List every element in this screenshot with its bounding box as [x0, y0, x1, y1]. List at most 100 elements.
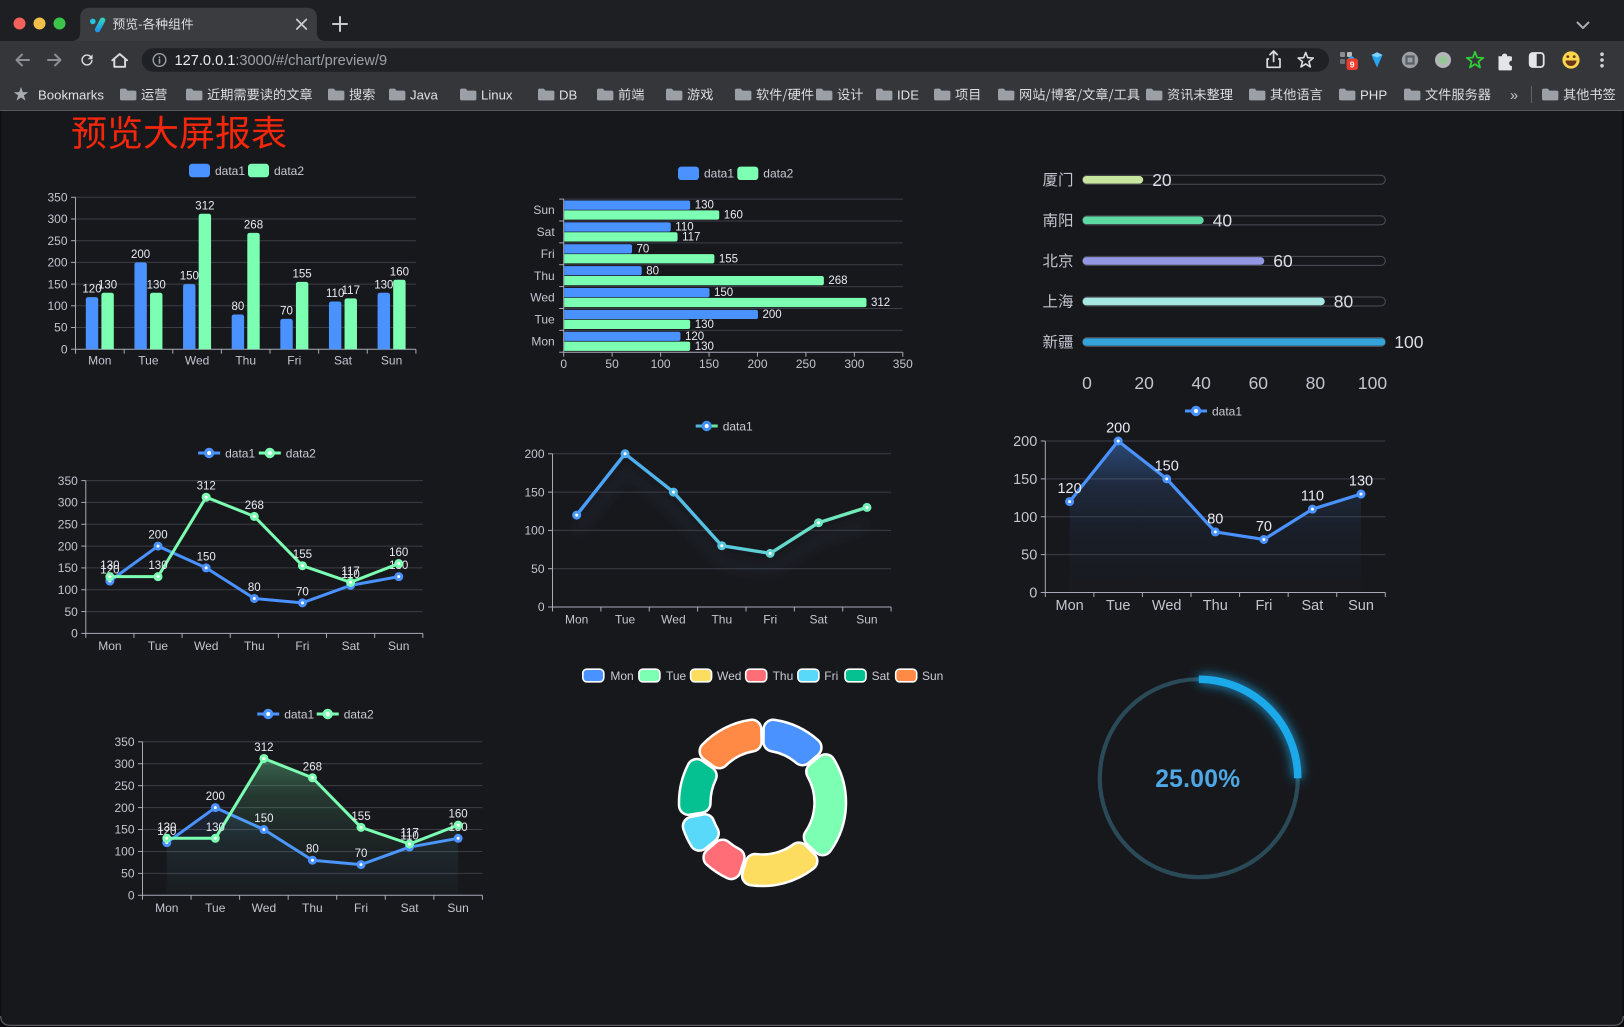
svg-text:0: 0 [560, 357, 567, 371]
svg-text:150: 150 [180, 271, 199, 283]
svg-text:127.0.0.1:3000/#/chart/preview: 127.0.0.1:3000/#/chart/preview/9 [175, 53, 388, 69]
svg-text:117: 117 [400, 828, 418, 840]
svg-text:25.00%: 25.00% [1155, 766, 1240, 793]
svg-text:data1: data1 [284, 707, 314, 721]
svg-text:data1: data1 [225, 446, 255, 460]
svg-text:200: 200 [47, 256, 67, 270]
svg-text:110: 110 [675, 222, 693, 234]
svg-text:Sat: Sat [1302, 598, 1324, 614]
svg-text:130: 130 [695, 319, 714, 331]
svg-text:200: 200 [747, 357, 767, 371]
svg-text:Tue: Tue [205, 901, 226, 915]
svg-text:130: 130 [695, 200, 714, 212]
svg-text:130: 130 [98, 279, 117, 291]
svg-text:120: 120 [685, 331, 704, 343]
svg-text:350: 350 [47, 191, 67, 205]
svg-text:268: 268 [245, 500, 264, 512]
svg-text:110: 110 [400, 831, 418, 843]
svg-text:Wed: Wed [717, 669, 741, 683]
svg-text:250: 250 [114, 779, 134, 793]
svg-text:Sun: Sun [856, 613, 877, 627]
svg-text:80: 80 [232, 301, 245, 313]
svg-text:Tue: Tue [615, 613, 636, 627]
svg-text:200: 200 [148, 530, 167, 542]
svg-text:40: 40 [1213, 211, 1233, 231]
svg-text:120: 120 [100, 565, 119, 577]
svg-text:155: 155 [719, 253, 738, 265]
svg-text:Sun: Sun [447, 901, 468, 915]
svg-text:data2: data2 [344, 707, 374, 721]
svg-text:0: 0 [1082, 373, 1092, 393]
svg-text:Wed: Wed [661, 613, 685, 627]
svg-text:312: 312 [871, 297, 890, 309]
svg-text:50: 50 [1021, 548, 1037, 564]
svg-text:130: 130 [148, 560, 167, 572]
svg-text:Thu: Thu [235, 354, 256, 368]
svg-text:Thu: Thu [1203, 598, 1228, 614]
svg-text:110: 110 [326, 288, 344, 300]
svg-text:120: 120 [82, 284, 101, 296]
svg-text:200: 200 [763, 309, 782, 321]
svg-text:160: 160 [389, 547, 408, 559]
svg-text:150: 150 [58, 561, 78, 575]
svg-text:150: 150 [114, 823, 134, 837]
svg-text:300: 300 [844, 357, 864, 371]
svg-text:Sun: Sun [388, 639, 409, 653]
svg-text:data1: data1 [215, 164, 245, 178]
svg-text:Wed: Wed [1152, 598, 1182, 614]
svg-text:data2: data2 [763, 167, 793, 181]
svg-text:70: 70 [1256, 519, 1272, 535]
svg-text:Wed: Wed [185, 354, 209, 368]
svg-text:Sat: Sat [334, 354, 353, 368]
svg-text:200: 200 [524, 447, 544, 461]
svg-text:80: 80 [646, 265, 659, 277]
svg-text:Tue: Tue [666, 669, 687, 683]
svg-text:155: 155 [293, 268, 312, 280]
svg-text:130: 130 [147, 279, 166, 291]
svg-text:0: 0 [128, 889, 135, 903]
svg-text:100: 100 [1013, 510, 1037, 526]
svg-text:Wed: Wed [252, 901, 276, 915]
svg-text:250: 250 [47, 234, 67, 248]
svg-text:Fri: Fri [541, 247, 555, 261]
svg-text:60: 60 [1273, 251, 1293, 271]
svg-text:0: 0 [538, 600, 545, 614]
svg-text:160: 160 [449, 809, 468, 821]
svg-text:200: 200 [131, 249, 150, 261]
svg-text:350: 350 [58, 474, 78, 488]
svg-text:40: 40 [1191, 373, 1211, 393]
svg-text:155: 155 [293, 549, 312, 561]
svg-text:IDE: IDE [897, 87, 919, 102]
svg-text:»: » [1510, 88, 1518, 104]
svg-text:Bookmarks: Bookmarks [38, 87, 104, 102]
svg-text:Mon: Mon [610, 669, 633, 683]
svg-text:60: 60 [1249, 373, 1269, 393]
svg-text:data1: data1 [1212, 404, 1242, 418]
svg-text:100: 100 [47, 299, 67, 313]
svg-text:Sat: Sat [342, 639, 361, 653]
svg-text:Sat: Sat [401, 901, 420, 915]
svg-text:0: 0 [71, 627, 78, 641]
svg-text:data1: data1 [704, 167, 734, 181]
svg-text:312: 312 [197, 481, 216, 493]
svg-text:Sat: Sat [537, 225, 556, 239]
svg-text:Sun: Sun [533, 203, 554, 217]
svg-text:268: 268 [244, 219, 263, 231]
svg-text:Sun: Sun [381, 354, 402, 368]
svg-text:200: 200 [114, 801, 134, 815]
svg-text:150: 150 [714, 287, 733, 299]
svg-text:Wed: Wed [194, 639, 218, 653]
svg-text:110: 110 [341, 569, 359, 581]
svg-text:110: 110 [1301, 489, 1324, 505]
svg-text:Mon: Mon [1055, 598, 1083, 614]
svg-text:9: 9 [1350, 60, 1355, 70]
svg-text:20: 20 [1134, 373, 1154, 393]
svg-text:50: 50 [64, 605, 78, 619]
svg-text:130: 130 [100, 560, 119, 572]
svg-text:Fri: Fri [824, 669, 838, 683]
svg-text:Fri: Fri [295, 639, 309, 653]
svg-text:data2: data2 [286, 446, 316, 460]
svg-text:70: 70 [355, 848, 368, 860]
svg-text:Thu: Thu [711, 613, 732, 627]
svg-text:80: 80 [1207, 511, 1223, 527]
